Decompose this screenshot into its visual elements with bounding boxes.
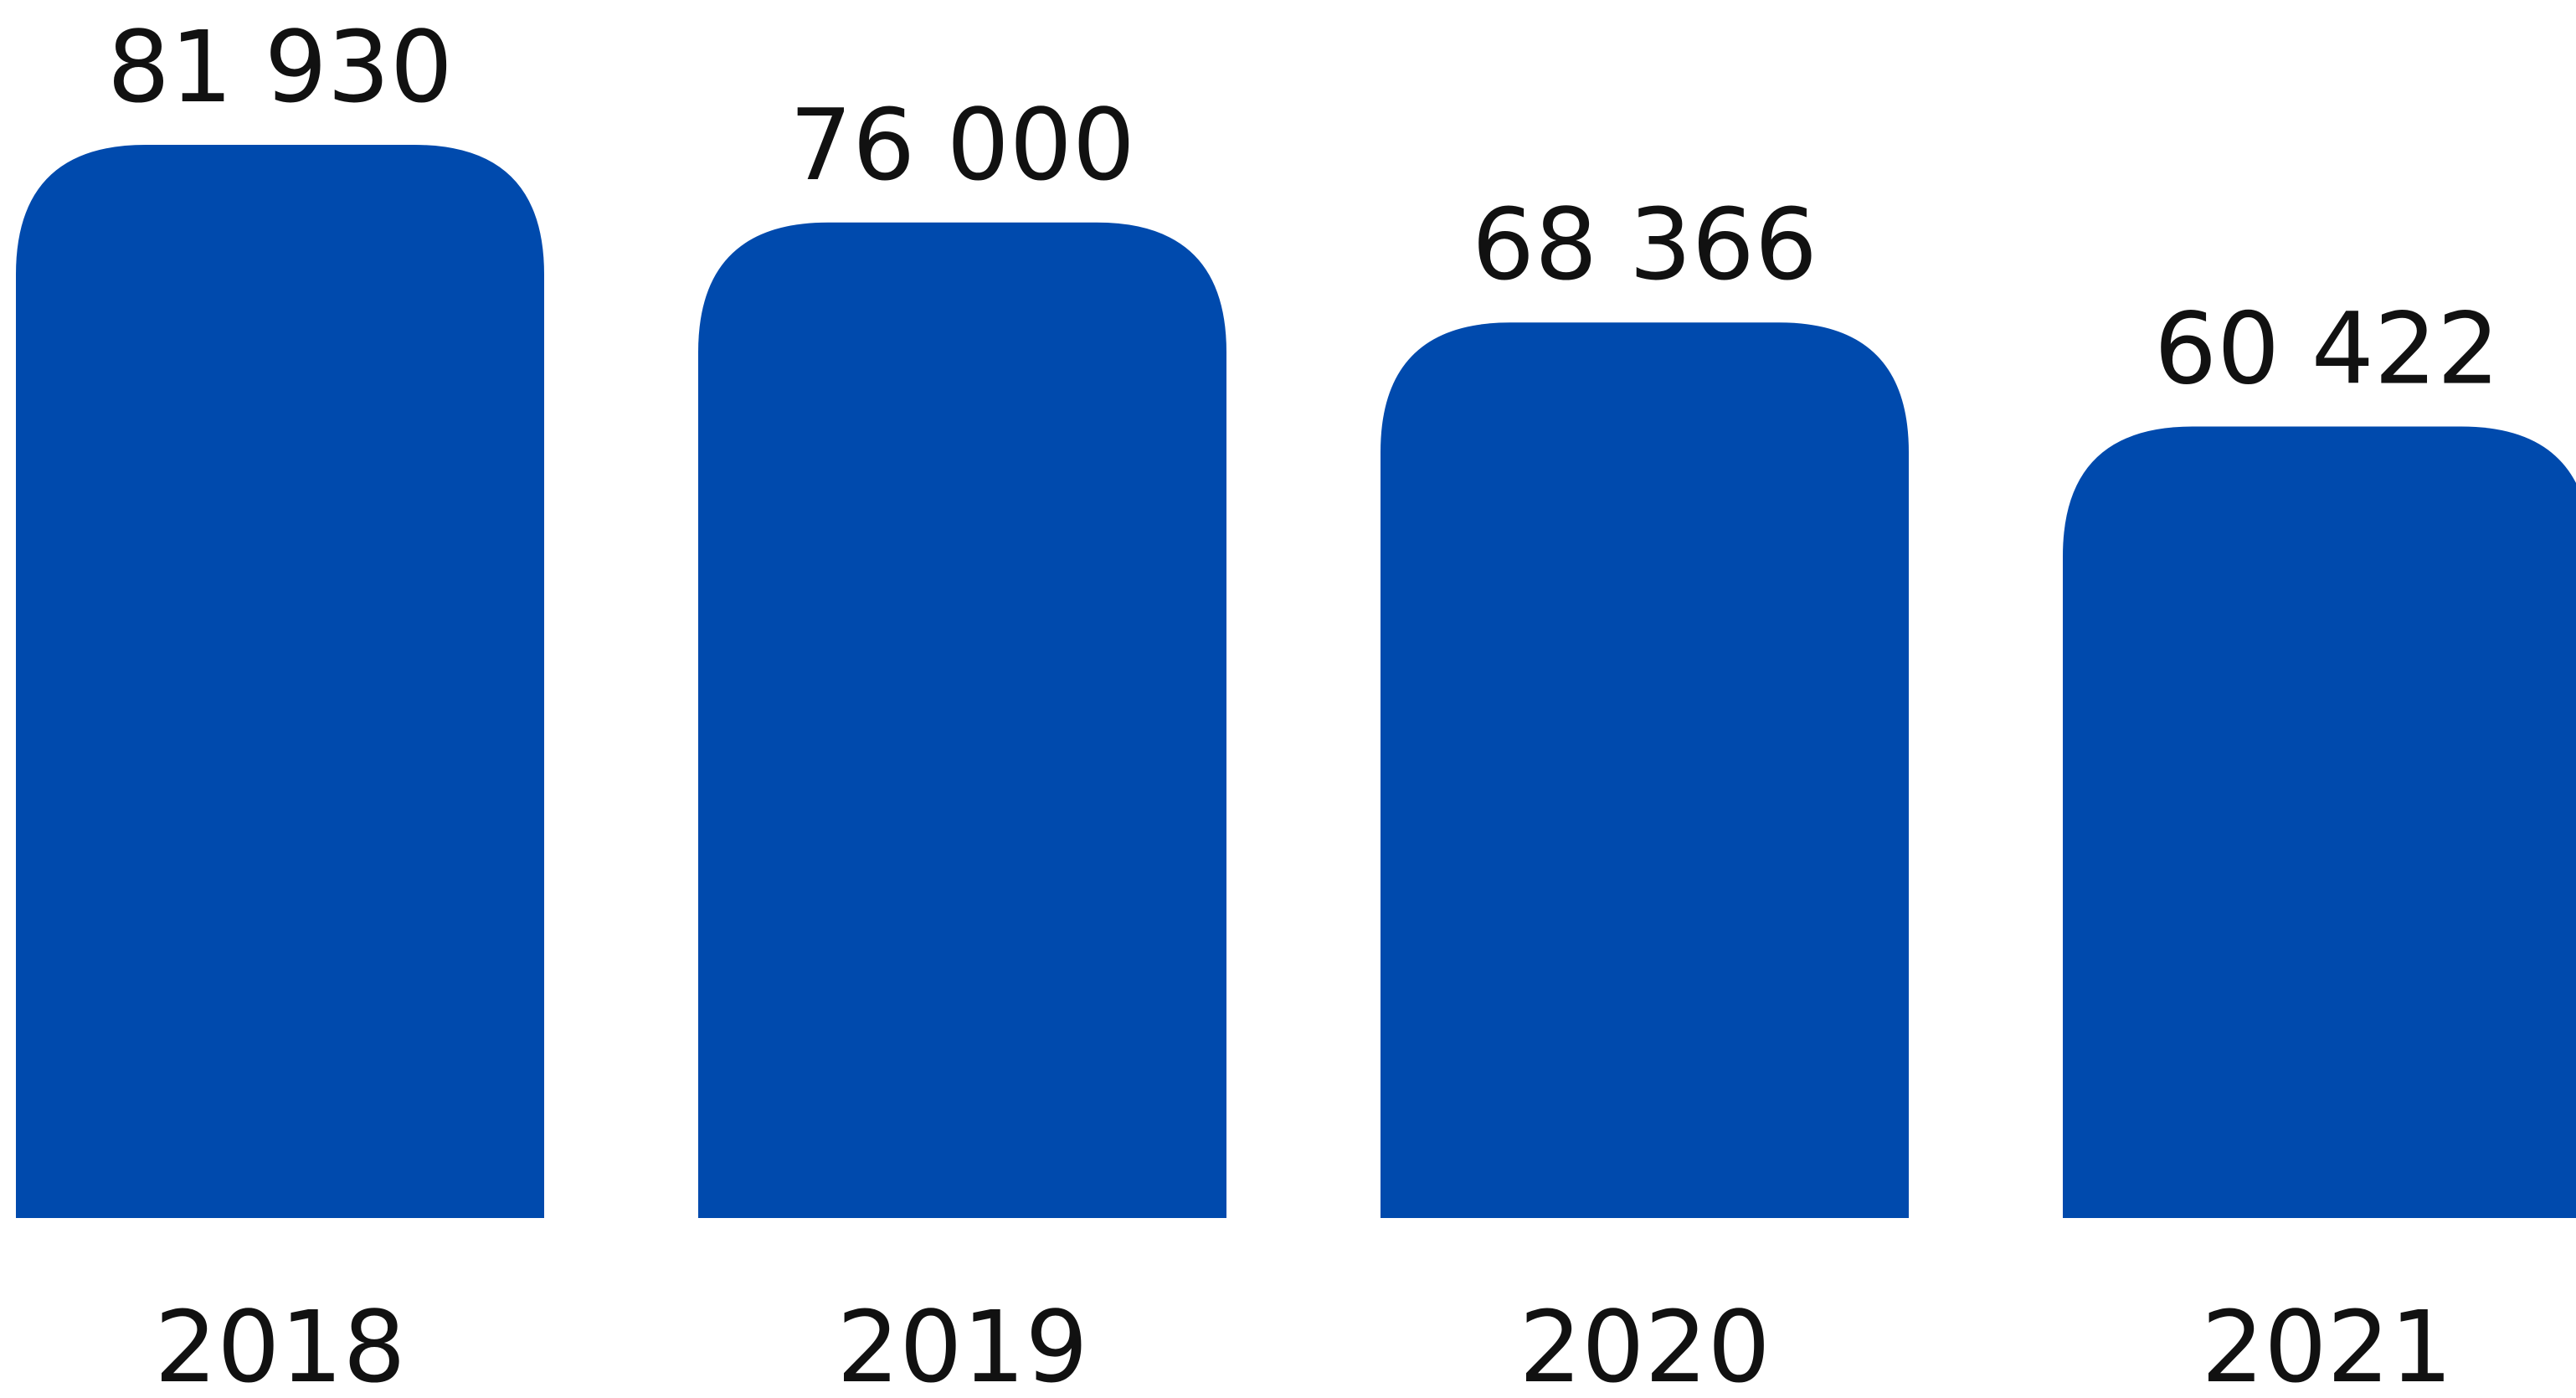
bar-2020 bbox=[1381, 322, 1909, 1219]
value-label-2020: 68 366 bbox=[1472, 187, 1818, 302]
bars-layer bbox=[16, 145, 2576, 1219]
value-label-2019: 76 000 bbox=[789, 87, 1135, 203]
value-label-2018: 81 930 bbox=[107, 9, 453, 125]
bar-2019 bbox=[698, 222, 1226, 1219]
category-labels-layer: 2018 2019 2020 2021 bbox=[154, 1289, 2452, 1398]
category-label-2021: 2021 bbox=[2201, 1289, 2452, 1394]
value-labels-layer: 81 930 76 000 68 366 60 422 bbox=[107, 9, 2500, 407]
category-label-2020: 2020 bbox=[1519, 1289, 1770, 1394]
category-label-2018: 2018 bbox=[154, 1289, 405, 1394]
category-label-2019: 2019 bbox=[836, 1289, 1087, 1394]
bar-2021 bbox=[2063, 426, 2576, 1218]
bar-2018 bbox=[16, 145, 544, 1218]
value-label-2021: 60 422 bbox=[2154, 291, 2500, 407]
